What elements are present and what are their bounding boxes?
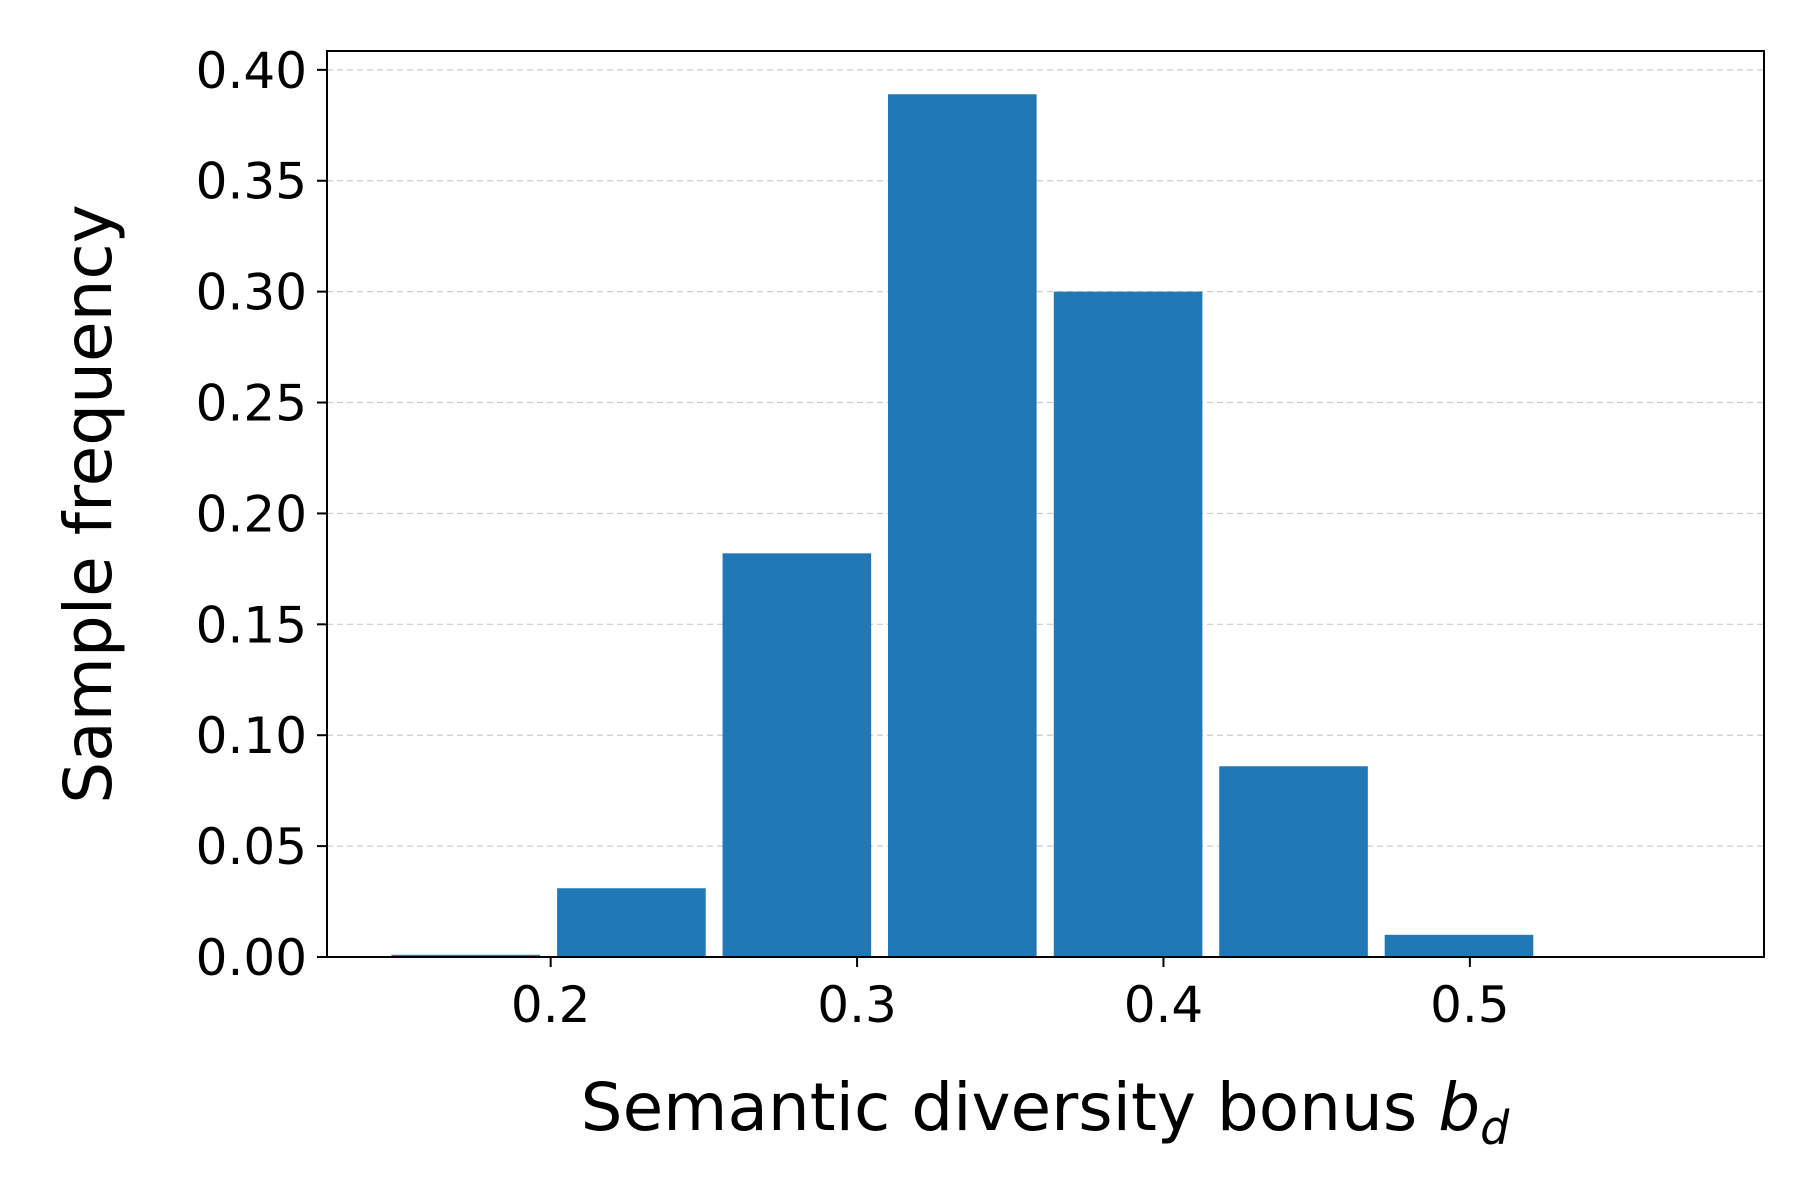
bar (888, 94, 1037, 957)
y-tick-label: 0.35 (196, 153, 307, 211)
bar (391, 954, 540, 957)
y-tick-label: 0.05 (196, 818, 307, 876)
bars (391, 94, 1534, 957)
x-axis-label-math: b (1438, 1069, 1480, 1146)
bar (557, 888, 706, 957)
bar (1384, 934, 1534, 957)
y-tick-label: 0.15 (196, 596, 307, 654)
x-tick-label: 0.5 (1430, 976, 1510, 1034)
grid-lines (327, 69, 1764, 847)
y-tick-label: 0.00 (196, 929, 307, 987)
x-axis-ticks: 0.2 0.3 0.4 0.5 (511, 957, 1510, 1034)
x-axis-label-text: Semantic diversity bonus (581, 1069, 1418, 1146)
x-tick-label: 0.3 (817, 976, 897, 1034)
x-tick-label: 0.4 (1124, 976, 1204, 1034)
bar (1053, 291, 1203, 957)
y-tick-label: 0.10 (196, 707, 307, 765)
y-axis-label: Sample frequency (50, 204, 127, 803)
x-tick-label: 0.2 (511, 976, 591, 1034)
y-axis-ticks: 0.00 0.05 0.10 0.15 0.20 0.25 0.30 0.35 0.40 (196, 42, 327, 987)
bar (722, 553, 872, 957)
x-axis-label-math-sub: d (1480, 1101, 1510, 1155)
x-axis-label: Semantic diversity bonus bd (581, 1069, 1510, 1155)
y-tick-label: 0.25 (196, 375, 307, 433)
y-tick-label: 0.20 (196, 485, 307, 543)
y-tick-label: 0.40 (196, 42, 307, 100)
y-tick-label: 0.30 (196, 264, 307, 322)
plot-frame (326, 50, 1765, 958)
bar (1219, 766, 1368, 957)
